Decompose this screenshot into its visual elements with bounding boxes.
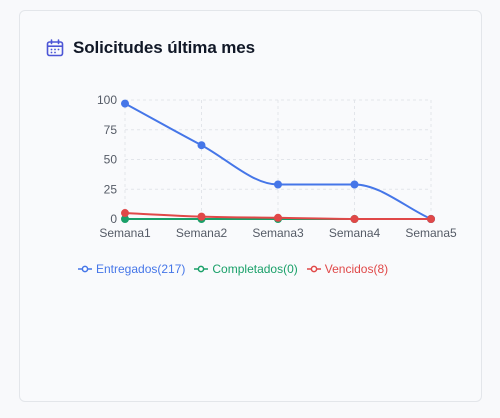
data-point-entregados: [274, 180, 282, 189]
legend-line-icon: [306, 265, 321, 273]
data-point-vencidos: [121, 209, 129, 218]
legend-marker: [198, 265, 205, 273]
data-point-vencidos: [350, 215, 359, 223]
y-tick-label: 100: [97, 93, 117, 107]
x-tick-label: Semana4: [329, 226, 381, 240]
data-point-vencidos: [274, 213, 282, 222]
data-point-vencidos: [197, 212, 206, 221]
y-tick-label: 25: [104, 182, 118, 196]
legend-label: Entregados(217): [96, 262, 186, 276]
x-tick-label: Semana5: [405, 226, 457, 240]
legend-item-entregados[interactable]: Entregados(217): [78, 262, 185, 276]
chart-legend[interactable]: Entregados(217) Completados(0) Vencidos(8): [78, 262, 397, 276]
legend-line-icon: [78, 265, 92, 273]
legend-label: Completados(0): [212, 262, 298, 276]
data-point-entregados: [121, 99, 129, 108]
chart-svg: 0 25 50 75 100 Semana1 Semana2 Semana3 Semana4 Se…: [97, 93, 457, 240]
card-header: Solicitudes última mes: [45, 38, 255, 58]
data-point-entregados: [197, 141, 206, 150]
chart-card: Solicitudes última mes 0 25 50 75 100 Semana1…: [19, 10, 482, 402]
legend-line-icon: [194, 265, 209, 273]
data-point-vencidos: [427, 215, 435, 223]
y-tick-label: 75: [104, 123, 118, 137]
legend-marker: [310, 265, 318, 273]
y-tick-label: 0: [110, 212, 117, 226]
line-chart: 0 25 50 75 100 Semana1 Semana2 Semana3 Semana4 Se…: [20, 11, 483, 403]
y-tick-label: 50: [104, 153, 118, 167]
calendar-icon: [45, 38, 65, 58]
legend-item-vencidos[interactable]: Vencidos(8): [306, 262, 389, 276]
legend-label: Vencidos(8): [324, 262, 389, 276]
legend-marker: [81, 265, 89, 273]
x-tick-label: Semana2: [176, 226, 228, 240]
x-tick-label: Semana3: [252, 226, 304, 240]
legend-item-completados[interactable]: Completados(0): [194, 262, 298, 276]
x-tick-label: Semana1: [99, 226, 151, 240]
card-title: Solicitudes última mes: [73, 38, 256, 57]
data-point-entregados: [350, 180, 359, 189]
